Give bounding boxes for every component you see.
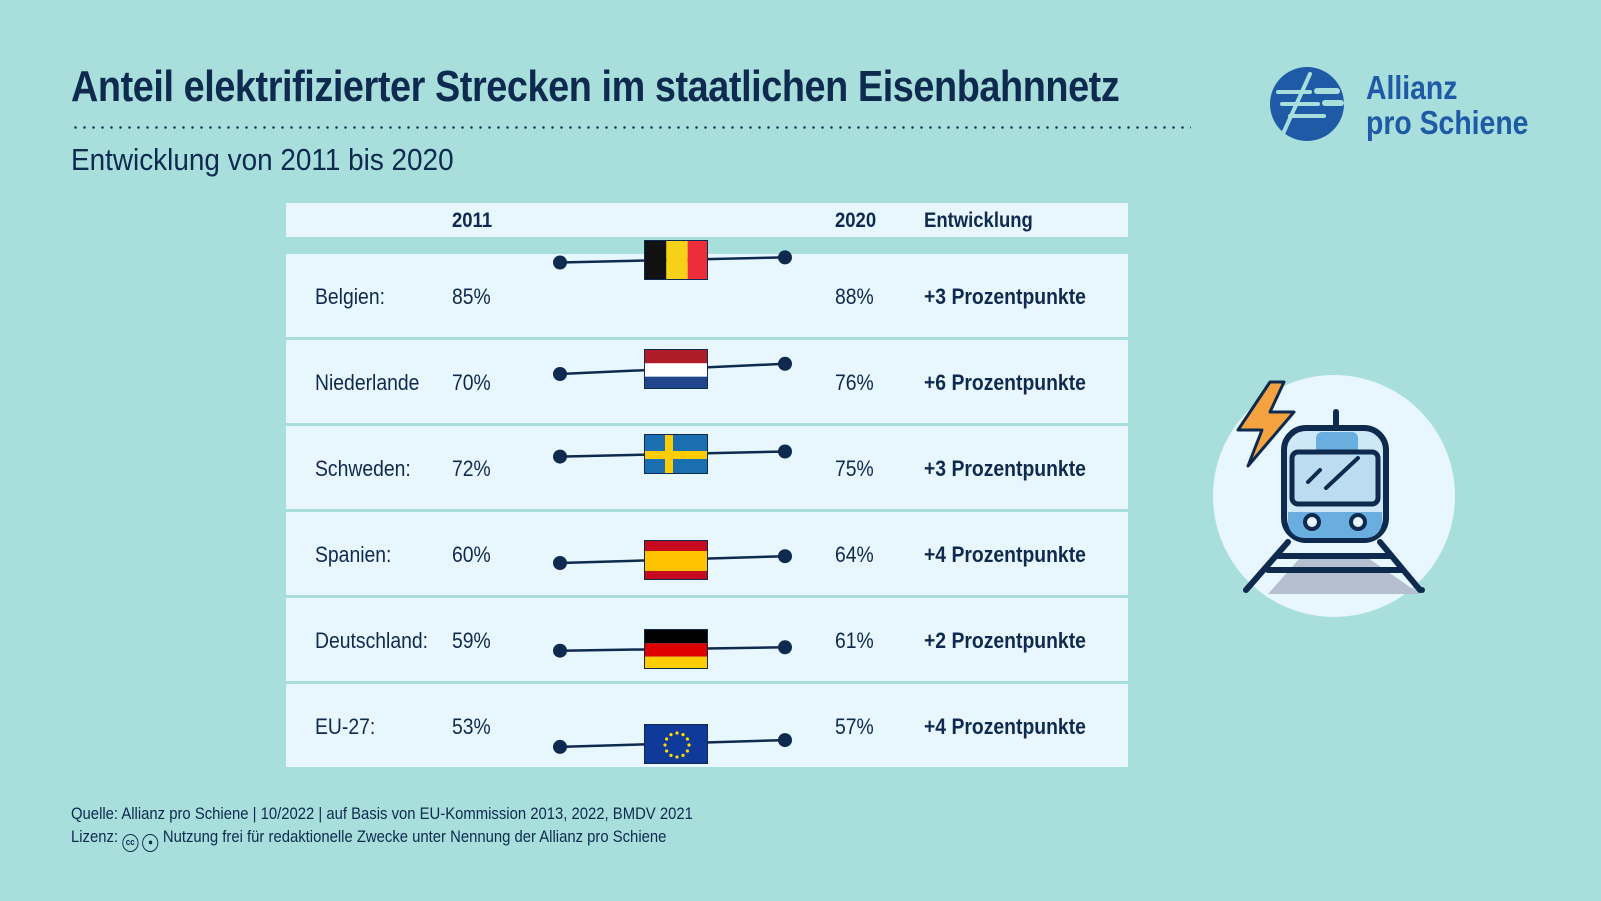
development-label: +6 Prozentpunkte	[924, 370, 1086, 395]
logo-line-1: Allianz	[1366, 69, 1458, 106]
attribution-icon: ●	[142, 834, 159, 852]
development-label: +4 Prozentpunkte	[924, 542, 1086, 567]
value-2011: 85%	[452, 284, 491, 309]
development-label: +3 Prozentpunkte	[924, 284, 1086, 309]
sweden-flag-icon	[644, 434, 708, 475]
value-2020: 75%	[835, 456, 874, 481]
point-2020	[778, 640, 792, 655]
lightning-icon	[1236, 380, 1296, 468]
value-2020: 64%	[835, 542, 874, 567]
point-2011	[553, 449, 567, 464]
table-row: Spanien: 60% 64% +4 Prozentpunkte	[286, 512, 1128, 595]
source-note: Quelle: Allianz pro Schiene | 10/2022 | …	[71, 805, 693, 823]
country-label: Spanien:	[315, 542, 392, 567]
license-text: Nutzung frei für redaktionelle Zwecke un…	[162, 828, 667, 846]
point-2020	[778, 733, 792, 748]
development-label: +2 Prozentpunkte	[924, 628, 1086, 653]
header-2011: 2011	[452, 209, 493, 232]
value-2020: 76%	[835, 370, 874, 395]
logo-line-2: pro Schiene	[1366, 104, 1529, 141]
germany-flag-icon	[644, 629, 708, 669]
value-2011: 53%	[452, 714, 491, 739]
title-divider	[71, 126, 1191, 129]
point-2011	[553, 739, 567, 754]
value-2011: 59%	[452, 628, 491, 653]
country-label: Belgien:	[315, 284, 385, 309]
belgium-flag-icon	[644, 239, 708, 280]
development-label: +4 Prozentpunkte	[924, 714, 1086, 739]
value-2011: 72%	[452, 456, 491, 481]
point-2020	[778, 549, 792, 564]
value-2020: 88%	[835, 284, 874, 309]
license-label: Lizenz:	[71, 828, 119, 846]
point-2020	[778, 356, 792, 371]
country-label: Schweden:	[315, 456, 411, 481]
point-2020	[778, 444, 792, 459]
point-2011	[553, 255, 567, 270]
page-subtitle: Entwicklung von 2011 bis 2020	[71, 142, 454, 177]
creative-commons-icon: cc	[122, 834, 139, 852]
point-2011	[553, 643, 567, 658]
table-header: 2011 2020 Entwicklung	[286, 203, 1128, 237]
table-row: Schweden: 72% 75% +3 Prozentpunkte	[286, 426, 1128, 509]
development-label: +3 Prozentpunkte	[924, 456, 1086, 481]
page-title: Anteil elektrifizierter Strecken im staa…	[71, 62, 1120, 111]
value-2020: 61%	[835, 628, 874, 653]
train-icon	[1213, 375, 1455, 617]
country-label: Deutschland:	[315, 628, 429, 653]
point-2020	[778, 250, 792, 265]
spain-flag-icon	[644, 539, 708, 580]
license-note: Lizenz: cc ● Nutzung frei für redaktione…	[71, 828, 666, 852]
netherlands-flag-icon	[644, 348, 708, 389]
table-row: Deutschland: 59% 61% +2 Prozentpunkte	[286, 598, 1128, 681]
allianz-logo-icon	[1270, 67, 1344, 141]
point-2011	[553, 367, 567, 381]
value-2011: 70%	[452, 370, 491, 395]
header-entwicklung: Entwicklung	[924, 209, 1033, 232]
country-label: Niederlande	[315, 370, 420, 395]
eu-flag-icon	[644, 723, 708, 764]
table-row: Niederlande 70% 76% +6 Prozentpunkte	[286, 340, 1128, 423]
header-2020: 2020	[835, 209, 877, 232]
table-row: Belgien: 85% 88% +3 Prozentpunkte	[286, 239, 1128, 337]
logo-text: Allianz pro Schiene	[1366, 70, 1528, 140]
country-label: EU-27:	[315, 714, 376, 739]
point-2011	[553, 556, 567, 570]
table-row: EU-27: 53% 57% +4 Prozentpunkte	[286, 684, 1128, 767]
value-2020: 57%	[835, 714, 874, 739]
value-2011: 60%	[452, 542, 491, 567]
